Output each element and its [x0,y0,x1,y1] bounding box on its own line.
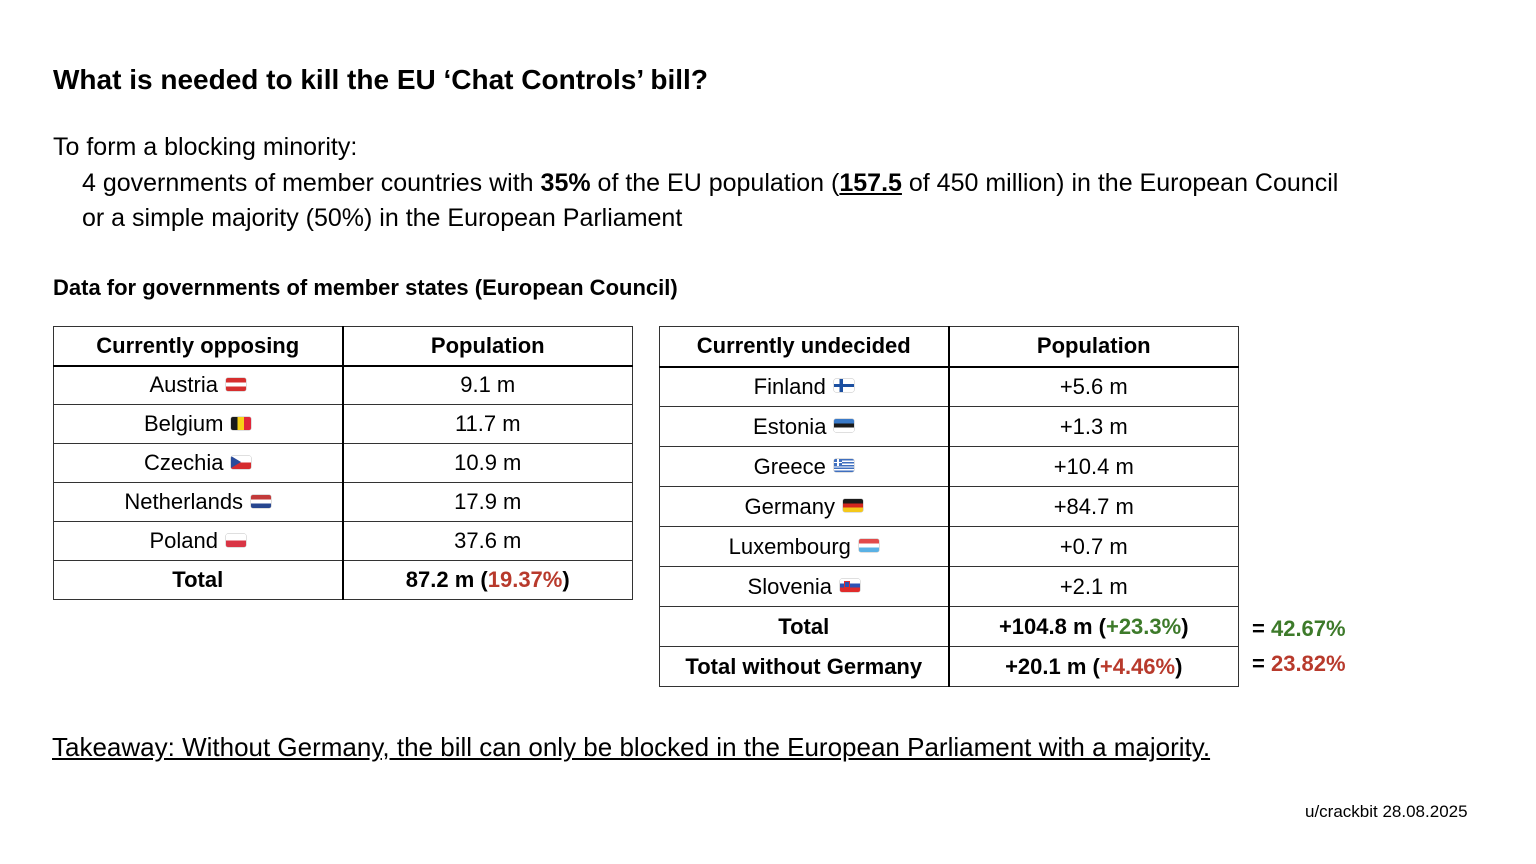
total-close: ) [1181,613,1189,639]
country-name: Slovenia [747,573,832,599]
country-cell: Belgium [53,404,344,444]
column-header: Population [342,326,633,367]
line1-amount: 157.5 [839,169,902,197]
total-without-germany-row: Total without Germany +20.1 m (+4.46%) [659,646,1239,687]
country-name: Poland [149,528,218,553]
combined-total-without-germany-value: 23.82% [1270,651,1346,676]
total-percent: 19.37% [487,567,563,592]
total-without-germany-percent: +4.46% [1099,653,1176,679]
total-label: Total [659,606,950,647]
country-name: Finland [753,373,826,399]
total-without-germany-label: Total without Germany [659,646,950,687]
country-name: Austria [149,372,218,398]
population-cell: +84.7 m [948,486,1239,527]
population-cell: 11.7 m [342,404,633,444]
population-cell: +10.4 m [948,446,1239,487]
takeaway-text: Takeaway: Without Germany, the bill can … [52,732,1211,762]
combined-total-value: 42.67% [1270,616,1346,641]
country-cell: Czechia [53,443,344,483]
table-row: Estonia +1.3 m [659,406,1239,447]
belgium-flag-icon [231,416,252,430]
country-cell: Slovenia [659,566,950,607]
line1-part3: of 450 million) in the European Council [901,169,1339,197]
total-row: Total 87.2 m (19.37%) [53,560,633,600]
population-cell: 10.9 m [342,443,633,483]
germany-flag-icon [842,499,863,513]
table-subheading: Data for governments of member states (E… [53,275,678,300]
austria-flag-icon [225,377,246,391]
greece-flag-icon [833,459,854,473]
country-name: Czechia [144,450,224,475]
total-label: Total [53,560,344,600]
line1-pct: 35% [540,169,591,197]
table-row: Germany +84.7 m [659,486,1239,527]
author-credit: u/crackbit 28.08.2025 [1305,802,1468,821]
column-header: Population [948,326,1239,368]
total-amount: +104.8 m ( [998,613,1106,639]
country-cell: Estonia [659,406,950,447]
country-cell: Greece [659,446,950,487]
population-cell: +0.7 m [948,526,1239,567]
table-row: Belgium 11.7 m [53,404,633,444]
country-cell: Luxembourg [659,526,950,567]
combined-total-without-germany: = 23.82% [1252,651,1346,677]
requirement-council: 4 governments of member countries with 3… [82,169,1338,198]
country-name: Netherlands [124,489,244,514]
table-row: Netherlands 17.9 m [53,482,633,522]
total-value: +104.8 m (+23.3%) [948,606,1239,647]
total-without-germany-amount: +20.1 m ( [1005,653,1100,679]
slovenia-flag-icon [839,579,860,593]
total-row: Total +104.8 m (+23.3%) [659,606,1239,647]
table-row: Slovenia +2.1 m [659,566,1239,607]
country-cell: Austria [53,365,344,405]
combined-total-eq: = [1252,616,1271,641]
combined-total-without-germany-eq: = [1252,651,1271,676]
total-without-germany-close: ) [1175,653,1183,679]
population-cell: +2.1 m [948,566,1239,607]
total-value: 87.2 m (19.37%) [342,560,633,600]
estonia-flag-icon [834,419,855,433]
table-row: Austria 9.1 m [53,365,633,405]
table-row: Czechia 10.9 m [53,443,633,483]
country-cell: Netherlands [53,482,344,522]
country-name: Belgium [144,411,224,436]
line1-part2: of the EU population ( [590,169,840,197]
table-row: Luxembourg +0.7 m [659,526,1239,567]
table-row: Greece +10.4 m [659,446,1239,487]
column-header: Currently opposing [53,326,344,367]
table-row: Poland 37.6 m [53,521,633,561]
population-cell: +1.3 m [948,406,1239,447]
population-cell: 17.9 m [342,482,633,522]
requirement-parliament: or a simple majority (50%) in the Europe… [82,204,683,232]
luxembourg-flag-icon [858,539,879,553]
total-amount: 87.2 m ( [405,567,488,592]
population-cell: 37.6 m [342,521,633,561]
table-header-row: Currently opposing Population [53,326,633,367]
total-percent: +23.3% [1105,613,1182,639]
table-header-row: Currently undecided Population [659,326,1239,368]
opposing-table: Currently opposing Population Austria 9.… [53,326,633,600]
country-cell: Germany [659,486,950,527]
country-cell: Poland [53,521,344,561]
finland-flag-icon [833,379,854,393]
country-name: Estonia [753,413,827,439]
country-cell: Finland [659,366,950,407]
total-close: ) [562,567,570,592]
total-without-germany-value: +20.1 m (+4.46%) [948,646,1239,687]
czechia-flag-icon [231,455,252,469]
netherlands-flag-icon [251,494,272,508]
population-cell: +5.6 m [948,366,1239,407]
combined-total: = 42.67% [1252,616,1346,642]
country-name: Greece [753,453,826,479]
page-title: What is needed to kill the EU ‘Chat Cont… [53,64,708,95]
poland-flag-icon [226,533,246,547]
undecided-table: Currently undecided Population Finland +… [659,326,1239,687]
intro-text: To form a blocking minority: [53,133,358,161]
country-name: Germany [744,493,835,519]
population-cell: 9.1 m [342,365,633,405]
country-name: Luxembourg [728,533,851,559]
column-header: Currently undecided [659,326,950,368]
line1-part1: 4 governments of member countries with [82,169,541,197]
table-row: Finland +5.6 m [659,366,1239,407]
